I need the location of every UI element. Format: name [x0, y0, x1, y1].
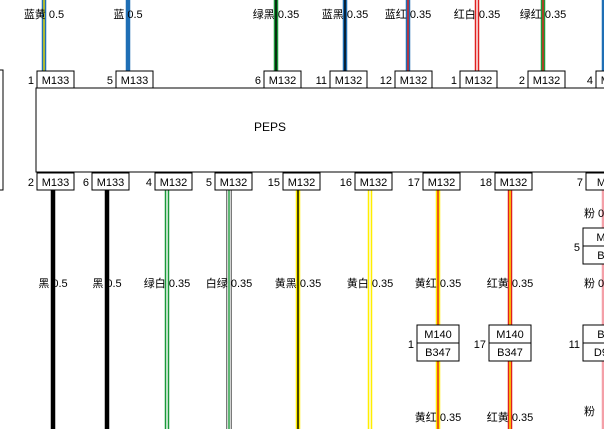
- bottom-wire-label-lower: 红黄 0.35: [487, 410, 533, 424]
- bottom_wires-connector-box: [585, 172, 604, 191]
- bottom-wire-label: 黑 0.5: [38, 277, 67, 290]
- bottom_wires-connector-box: [91, 172, 130, 191]
- right-junction-top-label: M1: [596, 232, 604, 244]
- top-wire-label: 蓝黑 0.35: [322, 8, 368, 21]
- bottom_wires-connector-label: M132: [428, 177, 456, 189]
- right-junction-top-box: [582, 227, 604, 247]
- top_wires-connector-label: M133: [121, 75, 149, 87]
- bottom-wire-label: 红黄 0.35: [487, 276, 533, 290]
- bottom_wires-connector-label: M132: [220, 177, 248, 189]
- splice-junction-pin-label: 17: [474, 339, 486, 351]
- right-wire-label: 粉: [584, 405, 595, 418]
- top-wire-label: 蓝 0.5: [113, 8, 142, 21]
- bottom_wires-pin-label: 18: [480, 177, 492, 189]
- bottom-wire: [226, 190, 232, 429]
- top_wires-connector-label: M133: [42, 75, 70, 87]
- splice-junction-pin-label: 1: [408, 339, 414, 351]
- bottom_wires-connector-label: M132: [288, 177, 316, 189]
- right-junction-bottom-box: [582, 245, 604, 265]
- right-junction-pin-label: 5: [574, 242, 580, 254]
- right-junction-top-box: [582, 324, 604, 344]
- top_wires-pin-label: 12: [380, 75, 392, 87]
- bottom_wires-connector-box: [354, 172, 393, 191]
- top-wire-label: 绿黑 0.35: [253, 7, 299, 21]
- top_wires-connector-box: [263, 70, 302, 89]
- top_wires-connector-label: M132: [269, 75, 297, 87]
- bottom_wires-pin-label: 4: [146, 177, 152, 189]
- top_wires-connector-label: M132: [400, 75, 428, 87]
- top_wires-pin-label: 1: [28, 75, 34, 87]
- top_wires-pin-label: 6: [255, 75, 261, 87]
- bottom_wires-connector-box: [282, 172, 321, 191]
- top_wires-connector-box: [394, 70, 433, 89]
- bottom_wires-pin-label: 17: [408, 177, 420, 189]
- top-wire-label: 蓝黄 0.5: [24, 7, 64, 21]
- right-junction-bottom-box: [582, 342, 604, 362]
- top_wires-connector-label: M132: [533, 75, 561, 87]
- splice-junction-bottom-box: [416, 342, 460, 362]
- top-wire-label: 绿红 0.35: [520, 7, 566, 21]
- top_wires-connector-box: [459, 70, 498, 89]
- top_wires-connector-box: [595, 70, 604, 89]
- bottom-wire-label: 黑 0.5: [92, 277, 121, 290]
- splice-junction-bottom-label: B347: [497, 347, 523, 359]
- module-label: PEPS: [254, 120, 286, 134]
- top-wire-label: 蓝红 0.35: [385, 8, 431, 21]
- bottom-wire-label: 白绿 0.35: [206, 276, 252, 290]
- top_wires-pin-label: 4: [587, 75, 593, 87]
- right-junction-bottom-label: D90: [594, 347, 604, 359]
- bottom-wire-label: 黄红 0.35: [415, 276, 461, 290]
- bottom_wires-pin-label: 7: [577, 177, 583, 189]
- left-edge-component: [0, 69, 4, 191]
- right-junction-pin-label: 11: [569, 339, 580, 351]
- top_wires-connector-box: [115, 70, 154, 89]
- splice-junction-bottom-box: [488, 342, 532, 362]
- top_wires-connector-label: M132: [335, 75, 363, 87]
- bottom_wires-connector-label: M1: [597, 177, 604, 189]
- splice-junction-top-label: M140: [496, 329, 524, 341]
- splice-junction-bottom-label: B347: [425, 347, 451, 359]
- bottom_wires-pin-label: 15: [268, 177, 280, 189]
- top_wires-connector-label: M132: [465, 75, 493, 87]
- top_wires-connector-box: [527, 70, 566, 89]
- bottom_wires-connector-label: M133: [97, 177, 125, 189]
- bottom_wires-connector-box: [214, 172, 253, 191]
- top_wires-connector-box: [329, 70, 368, 89]
- splice-junction-top-label: M140: [424, 329, 452, 341]
- bottom_wires-pin-label: 16: [340, 177, 352, 189]
- bottom_wires-connector-label: M132: [160, 177, 188, 189]
- top_wires-pin-label: 1: [451, 75, 457, 87]
- top_wires-pin-label: 11: [316, 75, 327, 87]
- right-wire-label: 粉 0: [584, 207, 604, 220]
- bottom_wires-connector-box: [422, 172, 461, 191]
- bottom_wires-connector-box: [36, 172, 75, 191]
- right-junction-top-label: B3: [597, 329, 604, 341]
- bottom_wires-pin-label: 6: [83, 177, 89, 189]
- top_wires-pin-label: 5: [107, 75, 113, 87]
- top_wires-pin-label: 2: [519, 75, 525, 87]
- top_wires-connector-box: [36, 70, 75, 89]
- bottom_wires-pin-label: 5: [206, 177, 212, 189]
- right-wire-label: 粉 0: [584, 277, 604, 290]
- bottom-wire-label: 黄黑 0.35: [275, 276, 321, 290]
- bottom_wires-connector-label: M132: [500, 177, 528, 189]
- bottom-wire-label-lower: 黄红 0.35: [415, 410, 461, 424]
- right-junction-bottom-label: B3: [597, 250, 604, 262]
- bottom-wire-label: 绿白 0.35: [144, 276, 190, 290]
- top_wires-connector-label: M132: [601, 75, 604, 87]
- bottom-wire-label: 黄白 0.35: [347, 276, 393, 290]
- bottom_wires-pin-label: 2: [28, 177, 34, 189]
- bottom_wires-connector-box: [154, 172, 193, 191]
- top-wire-label: 红白 0.35: [454, 7, 500, 21]
- bottom_wires-connector-label: M132: [360, 177, 388, 189]
- bottom_wires-connector-box: [494, 172, 533, 191]
- bottom_wires-connector-label: M133: [42, 177, 70, 189]
- peps-module-body: [35, 87, 604, 173]
